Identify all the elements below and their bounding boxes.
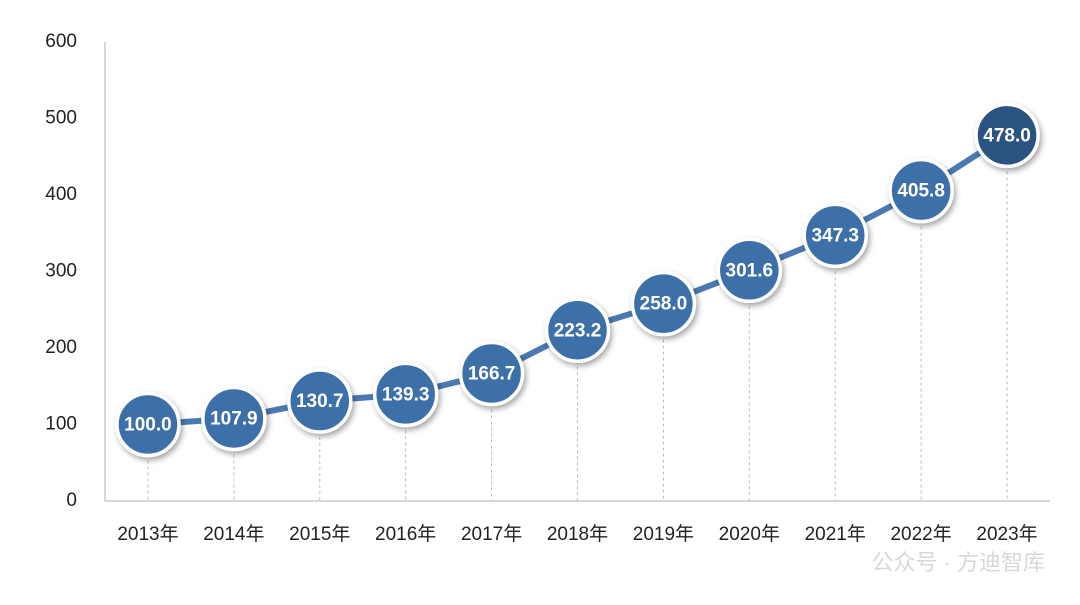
data-label: 166.7 [468,363,516,384]
x-tick-label: 2015年 [289,523,350,545]
marker [888,157,954,224]
data-label: 258.0 [640,294,688,315]
watermark: 公众号 · 方迪智库 [871,550,1045,575]
data-label: 405.8 [897,181,945,202]
marker [458,340,525,407]
marker [974,102,1040,169]
x-tick-label: 2023年 [976,523,1037,545]
data-label: 100.0 [124,415,172,436]
data-label: 107.9 [210,408,258,429]
y-tick-label: 200 [45,337,77,358]
data-label: 301.6 [726,260,774,281]
data-label: 130.7 [296,391,344,412]
data-label: 478.0 [983,125,1031,146]
x-tick-label: 2019年 [633,523,694,545]
marker [630,270,697,337]
marker [802,202,868,269]
y-tick-label: 100 [45,414,77,435]
x-tick-label: 2020年 [719,523,780,545]
marker [287,368,353,434]
data-label: 347.3 [811,225,859,246]
x-tick-label: 2016年 [375,523,436,545]
x-tick-label: 2022年 [890,523,951,545]
x-tick-label: 2021年 [805,523,866,545]
y-tick-label: 600 [45,31,77,52]
marker [716,237,783,304]
marker [372,361,439,428]
y-tick-label: 0 [66,490,77,511]
x-tick-label: 2018年 [547,523,608,545]
x-tick-label: 2014年 [203,523,264,545]
y-tick-label: 300 [45,261,77,282]
x-tick-label: 2013年 [117,523,178,545]
data-label: 223.2 [554,320,602,341]
y-tick-label: 500 [45,108,77,129]
y-tick-label: 400 [45,184,77,205]
x-tick-label: 2017年 [461,523,522,545]
marker [201,385,267,452]
marker [115,391,181,458]
data-label: 139.3 [382,384,430,405]
marker [544,297,611,364]
